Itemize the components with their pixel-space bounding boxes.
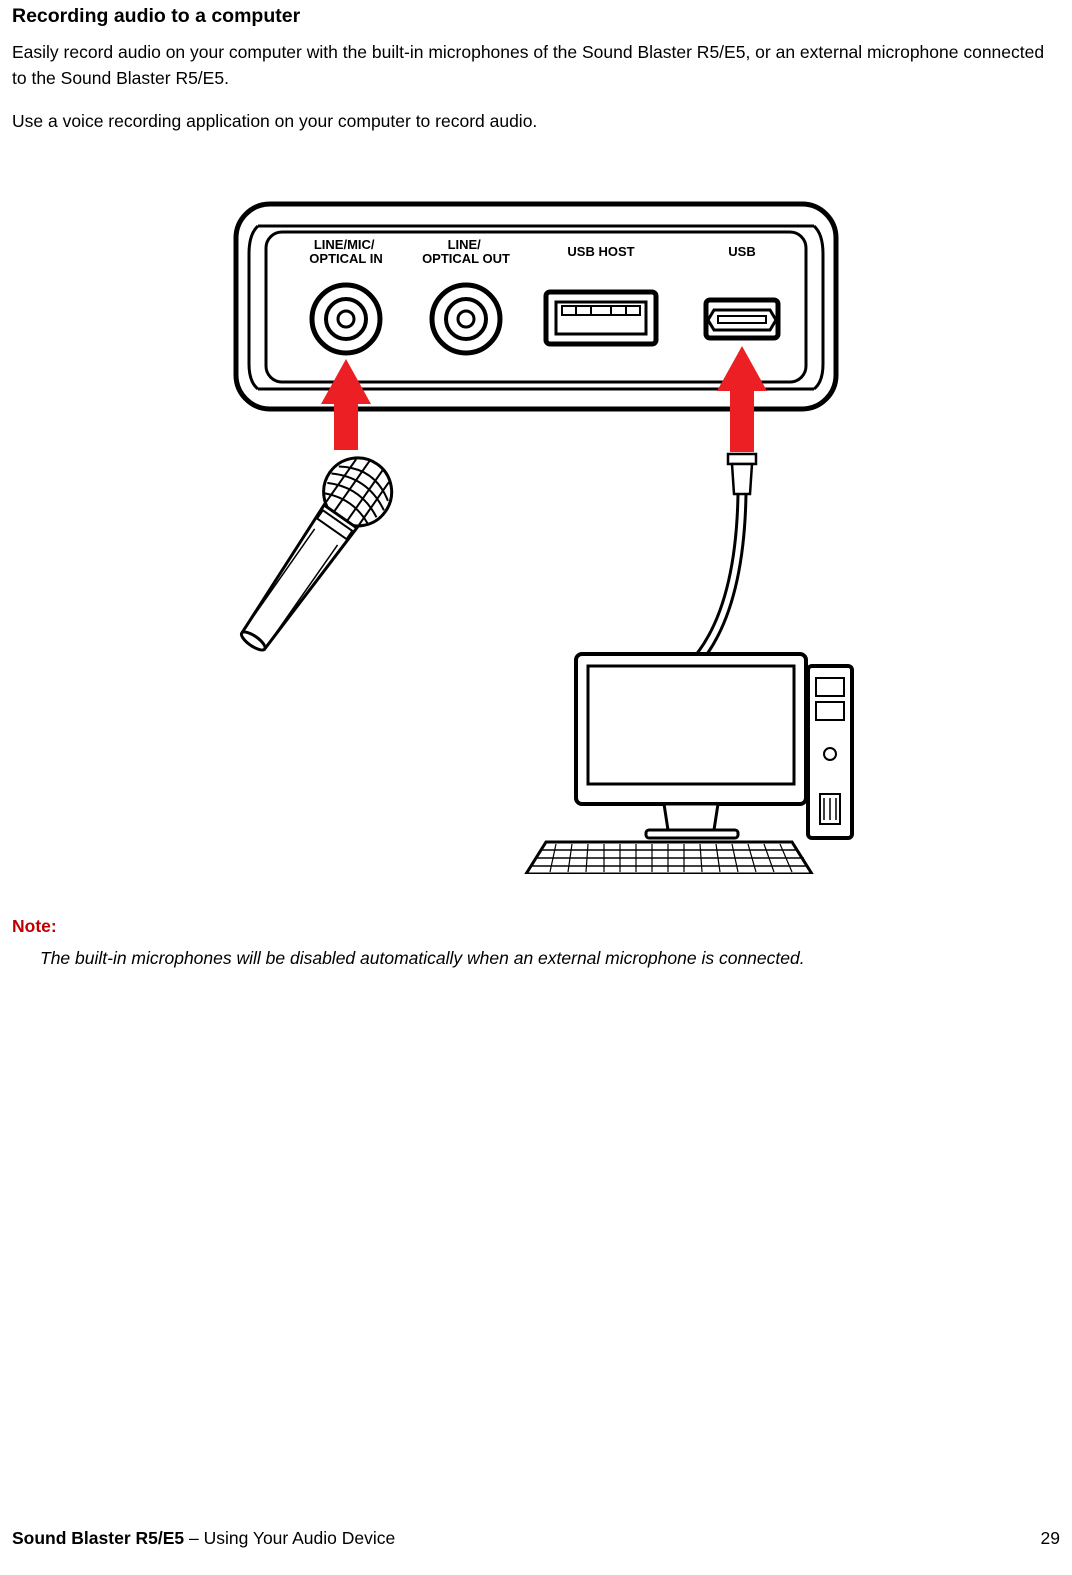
page-heading: Recording audio to a computer <box>12 2 1060 30</box>
footer-left: Sound Blaster R5/E5 – Using Your Audio D… <box>12 1526 395 1551</box>
note-body: The built-in microphones will be disable… <box>12 946 1060 971</box>
intro-paragraph-1: Easily record audio on your computer wit… <box>12 40 1060 91</box>
note-label: Note: <box>12 914 1060 939</box>
computer-icon <box>526 654 852 874</box>
usb-cable-icon <box>688 454 756 670</box>
svg-text:USB: USB <box>728 244 755 259</box>
intro-paragraph-2: Use a voice recording application on you… <box>12 109 1060 134</box>
footer-product: Sound Blaster R5/E5 <box>12 1528 184 1548</box>
microphone-icon <box>223 445 405 665</box>
footer-section: – Using Your Audio Device <box>184 1528 395 1548</box>
svg-text:USB HOST: USB HOST <box>567 244 634 259</box>
footer-page-number: 29 <box>1041 1526 1060 1551</box>
svg-text:LINE/MIC/ OPTICAL IN: LINE/MIC/ OPTICAL IN <box>309 237 382 266</box>
page-footer: Sound Blaster R5/E5 – Using Your Audio D… <box>12 1526 1060 1551</box>
connection-diagram: LINE/MIC/ OPTICAL IN LINE/ OPTICAL OUT U… <box>216 194 856 874</box>
